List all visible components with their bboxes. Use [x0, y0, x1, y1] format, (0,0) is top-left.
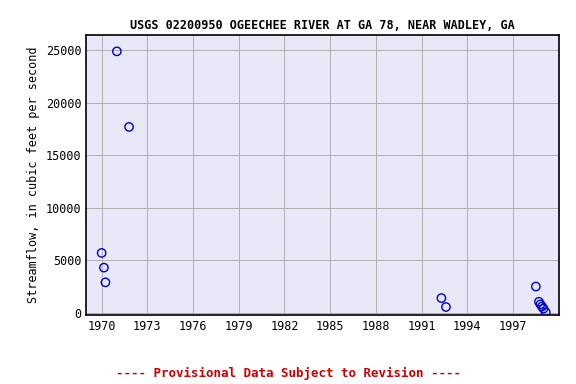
- Point: [536, 301, 545, 308]
- Point: [541, 309, 551, 315]
- Point: [437, 295, 446, 301]
- Point: [124, 124, 134, 130]
- Point: [97, 250, 106, 256]
- Point: [441, 304, 450, 310]
- Point: [535, 299, 544, 305]
- Point: [99, 265, 108, 271]
- Text: ---- Provisional Data Subject to Revision ----: ---- Provisional Data Subject to Revisio…: [116, 367, 460, 380]
- Y-axis label: Streamflow, in cubic feet per second: Streamflow, in cubic feet per second: [27, 46, 40, 303]
- Point: [539, 306, 548, 312]
- Point: [531, 283, 540, 290]
- Point: [101, 279, 110, 285]
- Point: [537, 303, 547, 310]
- Point: [112, 48, 122, 55]
- Title: USGS 02200950 OGEECHEE RIVER AT GA 78, NEAR WADLEY, GA: USGS 02200950 OGEECHEE RIVER AT GA 78, N…: [130, 19, 515, 32]
